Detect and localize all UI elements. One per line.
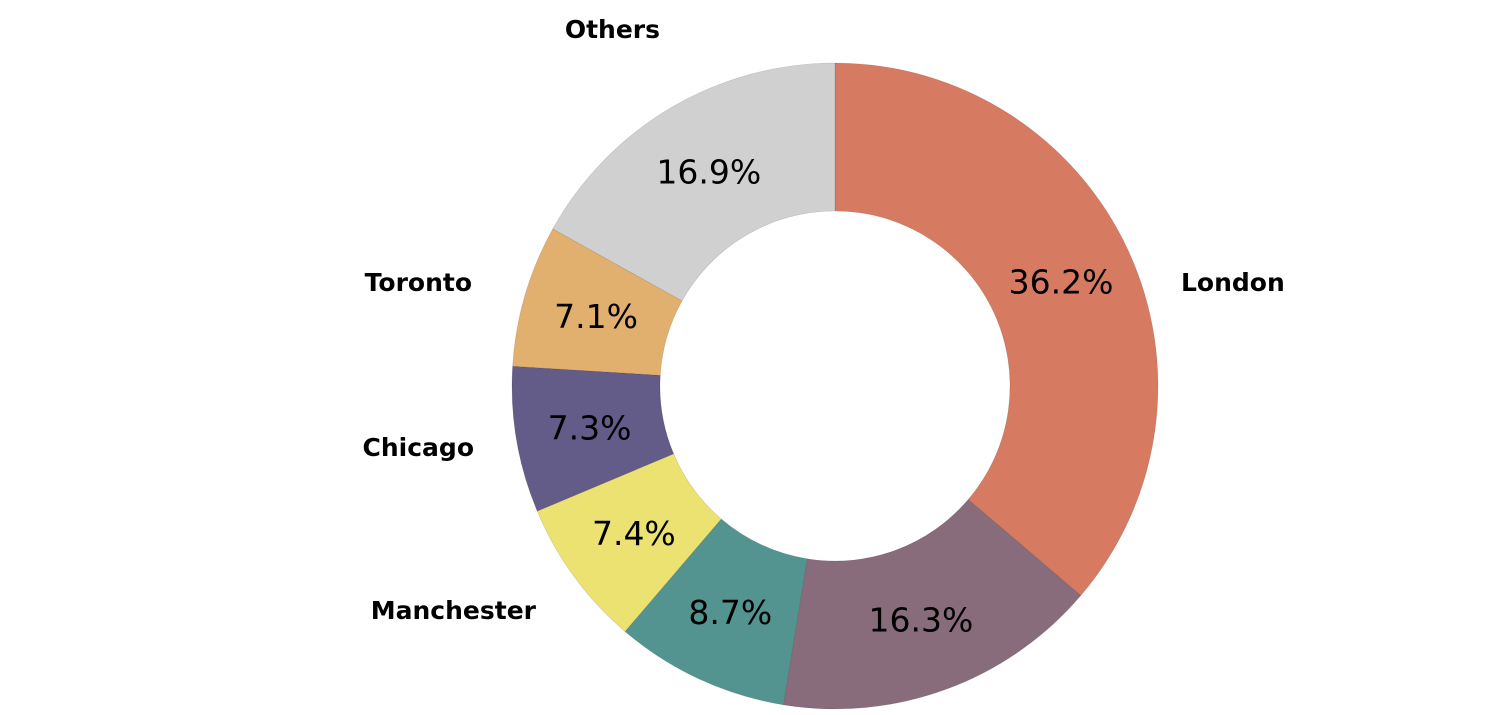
slice-category-label: Others: [565, 15, 660, 44]
slice-percent-label: 36.2%: [1009, 263, 1114, 302]
slice-percent-label: 7.1%: [554, 297, 638, 336]
slice-chicago: [511, 365, 675, 512]
slice-manchester: [536, 453, 722, 632]
slice-percent-label: 16.3%: [868, 601, 973, 640]
slice-toronto: [512, 228, 683, 376]
slice-category-label: Chicago: [363, 433, 474, 462]
slice-others: [552, 62, 836, 302]
slice-unlabeled-1: [783, 499, 1082, 710]
slice-percent-label: 16.9%: [656, 152, 761, 191]
slice-category-label: Manchester: [371, 596, 537, 625]
slice-category-label: Toronto: [365, 268, 472, 297]
slice-category-label: London: [1181, 268, 1285, 297]
slice-london: [834, 62, 1159, 596]
slice-percent-label: 7.3%: [548, 409, 632, 448]
slice-unlabeled-2: [624, 518, 808, 706]
slice-percent-label: 7.4%: [592, 514, 676, 553]
slice-percent-label: 8.7%: [688, 593, 772, 632]
